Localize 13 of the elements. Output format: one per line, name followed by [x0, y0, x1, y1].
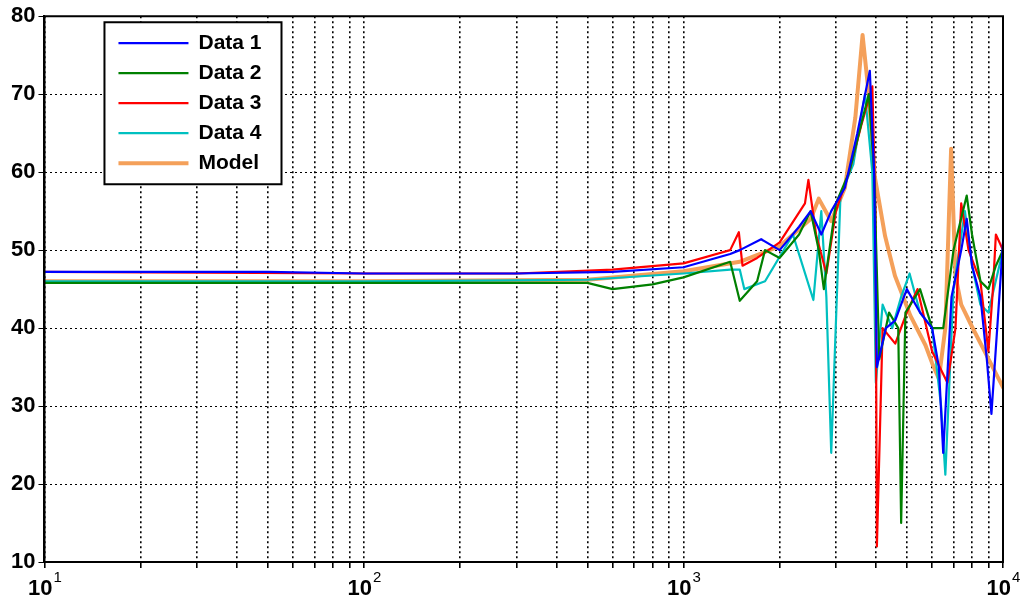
y-tick-label: 10 [10, 548, 36, 574]
y-tick-label: 80 [10, 2, 36, 28]
y-tick-label: 40 [10, 314, 36, 340]
y-tick-label: 30 [10, 392, 36, 418]
y-tick-label: 70 [10, 80, 36, 106]
legend-label: Data 1 [198, 30, 262, 53]
legend-label: Data 4 [198, 120, 262, 143]
legend-label: Model [198, 150, 260, 173]
y-tick-label: 20 [10, 470, 36, 496]
legend-label: Data 2 [198, 60, 262, 83]
legend-label: Data 3 [198, 90, 262, 113]
y-tick-label: 50 [10, 236, 36, 262]
y-tick-label: 60 [10, 158, 36, 184]
